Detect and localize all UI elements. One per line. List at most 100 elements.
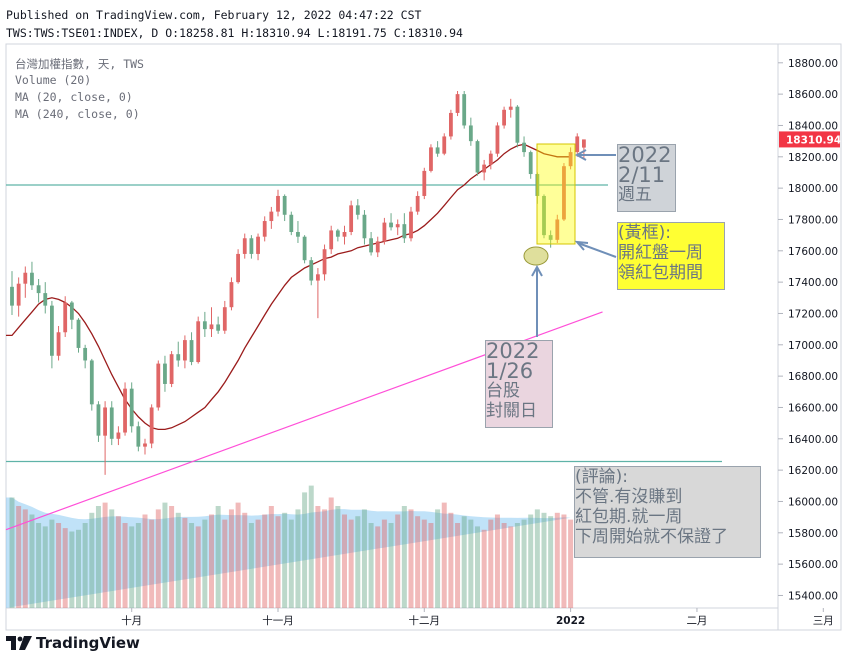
candle-body <box>176 354 181 361</box>
candle-body <box>468 125 473 142</box>
annotation-comment-line1: (評論): <box>575 467 628 487</box>
volume-bar <box>461 516 467 608</box>
volume-bar <box>129 526 135 608</box>
volume-bar <box>494 514 500 608</box>
volume-bar <box>36 523 42 608</box>
volume-bar <box>388 523 394 608</box>
y-tick-label: 16600.00 <box>788 402 838 414</box>
annotation-close-line3: 台股 <box>486 381 520 401</box>
legend-volume: Volume (20) <box>15 73 92 87</box>
y-tick-label: 16200.00 <box>788 465 838 477</box>
candle-body <box>562 166 566 220</box>
annotation-comment-line2: 不管.有沒賺到 <box>575 487 683 507</box>
volume-bar <box>521 519 527 608</box>
candle-body <box>276 195 280 212</box>
volume-bar <box>235 502 241 608</box>
annotation-comment-line4: 下周開始就不保證了 <box>575 527 728 547</box>
volume-bar <box>135 523 141 608</box>
candle-body <box>495 125 500 154</box>
candle-body <box>475 141 480 173</box>
candle-body <box>429 147 433 171</box>
volume-bar <box>162 502 168 608</box>
candle-body <box>402 224 407 239</box>
candle-body <box>256 236 260 254</box>
candle-body <box>30 272 34 286</box>
annotation-arrows <box>531 149 617 337</box>
volume-bar <box>348 519 354 608</box>
candle-body <box>129 388 134 427</box>
candle-body <box>242 238 247 254</box>
volume-bar <box>29 514 35 608</box>
last-price-label: 18310.94 <box>786 134 841 146</box>
candle-body <box>196 321 201 363</box>
candle-body <box>322 249 327 275</box>
candle-body <box>482 164 487 173</box>
volume-bar <box>381 519 387 608</box>
volume-bar <box>308 485 314 608</box>
volume-bar <box>169 506 175 608</box>
x-tick-label: 十月 <box>121 614 142 627</box>
volume-bar <box>395 514 401 608</box>
candle-body <box>415 195 420 212</box>
volume-bar <box>222 519 228 608</box>
volume-bar <box>56 523 62 608</box>
annotation-date-day: 2/11 <box>618 163 666 187</box>
y-tick-label: 17000.00 <box>788 340 838 352</box>
candle-body <box>169 354 174 384</box>
volume-bar <box>155 509 161 608</box>
y-tick-label: 15600.00 <box>788 559 838 571</box>
volume-bar <box>534 509 540 608</box>
volume-bar <box>568 519 574 608</box>
annotation-yellow-box: (黃框): 開紅盤一周 領紅包期間 <box>617 222 725 290</box>
volume-bar <box>488 519 494 608</box>
y-tick-label: 18000.00 <box>788 183 838 195</box>
candle-body <box>23 272 28 284</box>
volume-bar <box>209 514 214 608</box>
volume-bar <box>468 519 474 608</box>
annotation-close-date: 1/26 <box>486 359 534 383</box>
volume-bar <box>175 512 181 608</box>
volume-bar <box>435 509 441 608</box>
candle-body <box>349 205 354 232</box>
x-tick-label: 十二月 <box>409 614 441 627</box>
candle-body <box>296 232 300 237</box>
market-close-day-marker <box>523 246 549 266</box>
candle-body <box>262 221 267 237</box>
volume-bar <box>421 519 427 608</box>
volume-bar <box>22 509 28 608</box>
candle-body <box>249 238 254 254</box>
volume-bar <box>109 509 115 608</box>
volume-bar <box>82 523 88 608</box>
y-tick-label: 15800.00 <box>788 528 838 540</box>
y-tick-label: 16000.00 <box>788 496 838 508</box>
annotation-comment-box: (評論): 不管.有沒賺到 紅包期.就一周 下周開始就不保證了 <box>574 466 761 558</box>
volume-bar <box>49 519 55 608</box>
candle-body <box>36 285 41 294</box>
candle-body <box>555 219 560 240</box>
y-tick-label: 16400.00 <box>788 434 838 446</box>
volume-bar <box>182 517 188 608</box>
candle-body <box>103 407 107 436</box>
volume-bar <box>268 506 274 608</box>
candle-body <box>50 305 54 356</box>
annotation-comment-line3: 紅包期.就一周 <box>575 507 683 527</box>
volume-bar <box>295 509 301 608</box>
candle-body <box>183 340 187 361</box>
candle-body <box>209 324 214 330</box>
annotation-date-box: 2022 2/11 週五 <box>617 144 676 212</box>
volume-bar <box>288 519 294 608</box>
volume-bar <box>548 516 554 608</box>
candle-body <box>156 363 161 408</box>
candle-body <box>63 302 68 333</box>
candle-body <box>149 407 154 444</box>
volume-bar <box>322 509 328 608</box>
volume-bar <box>368 523 374 608</box>
candle-body <box>143 443 147 447</box>
x-tick-label: 十一月 <box>262 614 294 627</box>
volume-bar <box>115 516 121 608</box>
y-tick-label: 18600.00 <box>788 89 838 101</box>
tradingview-logo[interactable]: TradingView <box>6 634 140 652</box>
volume-bar <box>95 506 101 608</box>
candle-body <box>69 302 74 320</box>
